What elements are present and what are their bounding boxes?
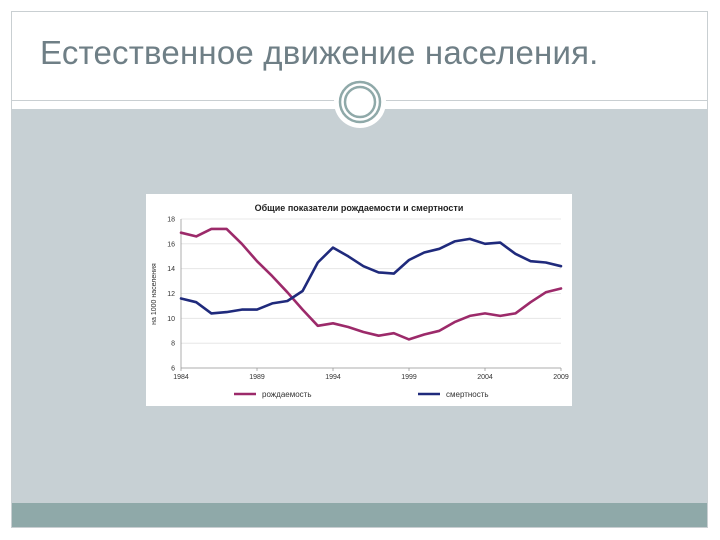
series-lines <box>179 227 563 341</box>
x-tick-label: 1989 <box>249 374 265 381</box>
slide-title: Естественное движение населения. <box>40 34 599 71</box>
legend-label: рождаемость <box>262 390 312 399</box>
footer-bar <box>12 503 707 527</box>
axes: 6 8 10 12 14 16 18 1984 1989 1994 1999 2004 2009 <box>167 217 569 382</box>
y-tick-label: 16 <box>167 241 175 248</box>
birth-death-rate-chart: Общие показатели рождаемости и смертност… <box>151 203 569 399</box>
double-ring-icon <box>334 76 386 128</box>
x-tick-label: 2004 <box>477 374 493 381</box>
chart-title: Общие показатели рождаемости и смертност… <box>255 203 464 213</box>
y-tick-label: 10 <box>167 316 175 323</box>
legend: рождаемость смертность <box>234 390 489 399</box>
y-tick-label: 8 <box>171 341 175 348</box>
y-tick-label: 6 <box>171 366 175 373</box>
x-tick-label: 2009 <box>553 374 569 381</box>
y-tick-label: 18 <box>167 217 175 224</box>
y-tick-label: 14 <box>167 266 175 273</box>
legend-label: смертность <box>446 390 489 399</box>
y-tick-label: 12 <box>167 291 175 298</box>
x-tick-label: 1994 <box>325 374 341 381</box>
x-tick-label: 1999 <box>401 374 417 381</box>
y-axis-label: на 1000 населения <box>151 263 158 325</box>
series-line-death <box>179 237 563 315</box>
slide-frame <box>11 11 708 528</box>
x-tick-label: 1984 <box>173 374 189 381</box>
chart-card: Общие показатели рождаемости и смертност… <box>146 194 572 406</box>
series-line-birth <box>179 227 563 341</box>
